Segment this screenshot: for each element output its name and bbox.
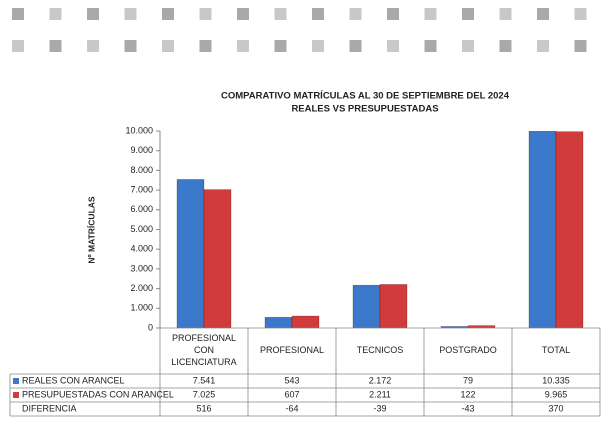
deco-square [424,8,437,20]
bars [176,131,584,328]
difference-value: -39 [373,403,386,413]
value-label: 543 [284,375,299,385]
legend-swatch [13,392,19,398]
x-tick-label: TOTAL [542,345,570,355]
deco-square [124,40,137,52]
y-tick-label: 5.000 [130,224,153,234]
x-tick-label: PROFESIONAL CON LICENCIATURA [171,333,236,367]
x-tick-label: TECNICOS [357,345,404,355]
y-axis-label: Nº MATRÍCULAS [86,196,96,263]
y-tick-label: 3.000 [130,263,153,273]
deco-square [162,8,174,20]
deco-square [387,40,399,52]
y-tick-label: 2.000 [130,283,153,293]
deco-square [537,40,549,52]
value-label: 122 [460,389,475,399]
deco-square [87,8,99,20]
value-label: 79 [463,375,473,385]
y-tick-label: 0 [148,322,153,332]
value-label: 2.172 [369,375,392,385]
y-tick-label: 10.000 [125,125,153,135]
deco-square [87,40,99,52]
value-label: 7.541 [193,375,216,385]
value-label: 607 [284,389,299,399]
deco-square [349,8,362,20]
value-label: 10.335 [542,375,570,385]
row-label: DIFERENCIA [22,403,77,413]
value-label: 7.025 [193,389,216,399]
bar [291,315,320,328]
deco-square [574,8,587,20]
deco-square [462,8,474,20]
legend-label: PRESUPUESTADAS CON ARANCEL [22,389,174,399]
y-tick-label: 9.000 [130,145,153,155]
deco-square [537,8,549,20]
difference-value: -43 [461,403,474,413]
deco-square [199,40,212,52]
difference-value: -64 [285,403,298,413]
y-tick-label: 6.000 [130,204,153,214]
value-label: 9.965 [545,389,568,399]
deco-square [387,8,399,20]
deco-square [424,40,437,52]
deco-square [124,8,137,20]
deco-square [499,8,512,20]
deco-square [162,40,174,52]
value-label: 2.211 [369,389,391,399]
deco-square [237,40,249,52]
y-tick-label: 1.000 [130,303,153,313]
bar [528,131,557,328]
deco-square [49,8,62,20]
difference-value: 370 [548,403,563,413]
y-tick-label: 8.000 [130,165,153,175]
deco-square [237,8,249,20]
bar [264,317,293,328]
deco-square [462,40,474,52]
y-tick-label: 7.000 [130,184,153,194]
legend-label: REALES CON ARANCEL [22,375,125,385]
header-decoration [12,8,587,52]
deco-square [49,40,62,52]
deco-square [274,8,287,20]
deco-square [12,8,24,20]
deco-square [12,40,24,52]
bar [379,284,408,328]
deco-square [312,40,324,52]
x-tick-label: POSTGRADO [439,345,497,355]
bar [176,179,205,328]
deco-square [574,40,587,52]
difference-value: 516 [196,403,211,413]
x-tick-label: PROFESIONAL [260,345,324,355]
deco-square [499,40,512,52]
bar [203,189,232,328]
deco-square [349,40,362,52]
y-tick-label: 4.000 [130,244,153,254]
chart-title: COMPARATIVO MATRÍCULAS AL 30 DE SEPTIEMB… [221,91,510,102]
deco-square [274,40,287,52]
deco-square [199,8,212,20]
legend-swatch [13,378,19,384]
chart-subtitle: REALES VS PRESUPUESTADAS [291,104,438,115]
deco-square [312,8,324,20]
bar [352,284,381,328]
bar [555,131,584,328]
